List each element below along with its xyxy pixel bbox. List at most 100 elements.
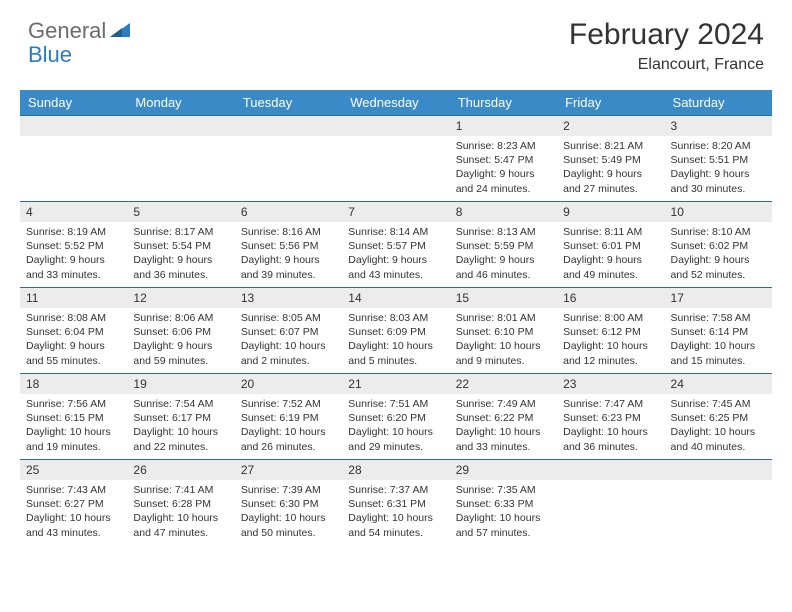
sunrise-line: Sunrise: 8:08 AM (26, 311, 121, 325)
day-details: Sunrise: 8:11 AMSunset: 6:01 PMDaylight:… (557, 222, 664, 286)
day-number: 17 (665, 288, 772, 308)
sunrise-line: Sunrise: 8:11 AM (563, 225, 658, 239)
daylight-line: Daylight: 9 hours and 33 minutes. (26, 253, 121, 281)
calendar-day-cell: 18Sunrise: 7:56 AMSunset: 6:15 PMDayligh… (20, 374, 127, 460)
day-details: Sunrise: 7:56 AMSunset: 6:15 PMDaylight:… (20, 394, 127, 458)
sunset-line: Sunset: 6:20 PM (348, 411, 443, 425)
daylight-line: Daylight: 10 hours and 9 minutes. (456, 339, 551, 367)
daylight-line: Daylight: 10 hours and 19 minutes. (26, 425, 121, 453)
day-number: 11 (20, 288, 127, 308)
weekday-header: Thursday (450, 90, 557, 116)
day-details: Sunrise: 7:49 AMSunset: 6:22 PMDaylight:… (450, 394, 557, 458)
day-number: 29 (450, 460, 557, 480)
calendar-table: SundayMondayTuesdayWednesdayThursdayFrid… (20, 90, 772, 546)
daylight-line: Daylight: 10 hours and 50 minutes. (241, 511, 336, 539)
day-number: 5 (127, 202, 234, 222)
daylight-line: Daylight: 10 hours and 2 minutes. (241, 339, 336, 367)
sunset-line: Sunset: 6:25 PM (671, 411, 766, 425)
sunrise-line: Sunrise: 7:39 AM (241, 483, 336, 497)
daylight-line: Daylight: 9 hours and 27 minutes. (563, 167, 658, 195)
calendar-day-cell: 25Sunrise: 7:43 AMSunset: 6:27 PMDayligh… (20, 460, 127, 546)
daylight-line: Daylight: 10 hours and 54 minutes. (348, 511, 443, 539)
sunset-line: Sunset: 6:28 PM (133, 497, 228, 511)
sunset-line: Sunset: 6:02 PM (671, 239, 766, 253)
day-details: Sunrise: 8:06 AMSunset: 6:06 PMDaylight:… (127, 308, 234, 372)
calendar-day-cell: 1Sunrise: 8:23 AMSunset: 5:47 PMDaylight… (450, 116, 557, 202)
sunrise-line: Sunrise: 8:14 AM (348, 225, 443, 239)
sunrise-line: Sunrise: 8:20 AM (671, 139, 766, 153)
sunset-line: Sunset: 6:31 PM (348, 497, 443, 511)
calendar-day-cell: 29 Sunrise: 7:35 AMSunset: 6:33 PMDayligh… (450, 460, 557, 546)
empty-daynum (342, 116, 449, 136)
day-details: Sunrise: 8:00 AMSunset: 6:12 PMDaylight:… (557, 308, 664, 372)
sunset-line: Sunset: 6:30 PM (241, 497, 336, 511)
daylight-line: Daylight: 9 hours and 52 minutes. (671, 253, 766, 281)
calendar-day-cell: 22Sunrise: 7:49 AMSunset: 6:22 PMDayligh… (450, 374, 557, 460)
empty-daynum (235, 116, 342, 136)
sunset-line: Sunset: 6:10 PM (456, 325, 551, 339)
day-number: 22 (450, 374, 557, 394)
day-details: Sunrise: 8:21 AMSunset: 5:49 PMDaylight:… (557, 136, 664, 200)
day-details: Sunrise: 8:08 AMSunset: 6:04 PMDaylight:… (20, 308, 127, 372)
day-details: Sunrise: 8:23 AMSunset: 5:47 PMDaylight:… (450, 136, 557, 200)
sunrise-line: Sunrise: 7:47 AM (563, 397, 658, 411)
sunset-line: Sunset: 6:33 PM (456, 497, 551, 511)
sunrise-line: Sunrise: 8:23 AM (456, 139, 551, 153)
logo-triangle-icon (110, 21, 130, 42)
day-number: 8 (450, 202, 557, 222)
calendar-week-row: 25Sunrise: 7:43 AMSunset: 6:27 PMDayligh… (20, 460, 772, 546)
sunset-line: Sunset: 6:22 PM (456, 411, 551, 425)
daylight-line: Daylight: 10 hours and 26 minutes. (241, 425, 336, 453)
day-details: Sunrise: 7:37 AMSunset: 6:31 PMDaylight:… (342, 480, 449, 544)
sunrise-line: Sunrise: 7:49 AM (456, 397, 551, 411)
weekday-header: Tuesday (235, 90, 342, 116)
calendar-day-cell: 14Sunrise: 8:03 AMSunset: 6:09 PMDayligh… (342, 288, 449, 374)
sunrise-line: Sunrise: 8:10 AM (671, 225, 766, 239)
sunrise-line: Sunrise: 7:35 AM (456, 483, 551, 497)
day-details: Sunrise: 7:51 AMSunset: 6:20 PMDaylight:… (342, 394, 449, 458)
sunset-line: Sunset: 6:23 PM (563, 411, 658, 425)
sunrise-line: Sunrise: 8:00 AM (563, 311, 658, 325)
calendar-empty-cell (557, 460, 664, 546)
day-details: Sunrise: 7:45 AMSunset: 6:25 PMDaylight:… (665, 394, 772, 458)
day-number: 28 (342, 460, 449, 480)
sunset-line: Sunset: 6:17 PM (133, 411, 228, 425)
day-number: 15 (450, 288, 557, 308)
day-details: Sunrise: 8:17 AMSunset: 5:54 PMDaylight:… (127, 222, 234, 286)
calendar-day-cell: 13Sunrise: 8:05 AMSunset: 6:07 PMDayligh… (235, 288, 342, 374)
daylight-line: Daylight: 9 hours and 39 minutes. (241, 253, 336, 281)
weekday-header-row: SundayMondayTuesdayWednesdayThursdayFrid… (20, 90, 772, 116)
calendar-empty-cell (665, 460, 772, 546)
location-label: Elancourt, France (569, 56, 764, 74)
day-number: 6 (235, 202, 342, 222)
calendar-day-cell: 11Sunrise: 8:08 AMSunset: 6:04 PMDayligh… (20, 288, 127, 374)
sunset-line: Sunset: 6:12 PM (563, 325, 658, 339)
calendar-day-cell: 8Sunrise: 8:13 AMSunset: 5:59 PMDaylight… (450, 202, 557, 288)
sunset-line: Sunset: 6:15 PM (26, 411, 121, 425)
day-number: 18 (20, 374, 127, 394)
sunrise-line: Sunrise: 8:19 AM (26, 225, 121, 239)
weekday-header: Sunday (20, 90, 127, 116)
calendar-day-cell: 3Sunrise: 8:20 AMSunset: 5:51 PMDaylight… (665, 116, 772, 202)
calendar-day-cell: 20Sunrise: 7:52 AMSunset: 6:19 PMDayligh… (235, 374, 342, 460)
daylight-line: Daylight: 10 hours and 36 minutes. (563, 425, 658, 453)
day-number: 24 (665, 374, 772, 394)
month-title: February 2024 (569, 18, 764, 52)
sunrise-line: Sunrise: 8:17 AM (133, 225, 228, 239)
daylight-line: Daylight: 9 hours and 59 minutes. (133, 339, 228, 367)
day-number: 23 (557, 374, 664, 394)
daylight-line: Daylight: 10 hours and 15 minutes. (671, 339, 766, 367)
day-number: 9 (557, 202, 664, 222)
weekday-header: Friday (557, 90, 664, 116)
day-details: Sunrise: 8:01 AMSunset: 6:10 PMDaylight:… (450, 308, 557, 372)
day-details: Sunrise: 7:47 AMSunset: 6:23 PMDaylight:… (557, 394, 664, 458)
calendar-day-cell: 23Sunrise: 7:47 AMSunset: 6:23 PMDayligh… (557, 374, 664, 460)
daylight-line: Daylight: 10 hours and 57 minutes. (456, 511, 551, 539)
logo-text-blue: Blue (28, 42, 72, 67)
empty-daynum (557, 460, 664, 480)
empty-daynum (665, 460, 772, 480)
day-details: Sunrise: 8:10 AMSunset: 6:02 PMDaylight:… (665, 222, 772, 286)
logo-text-general: General (28, 18, 106, 44)
calendar-day-cell: 19Sunrise: 7:54 AMSunset: 6:17 PMDayligh… (127, 374, 234, 460)
day-details: Sunrise: 7:58 AMSunset: 6:14 PMDaylight:… (665, 308, 772, 372)
